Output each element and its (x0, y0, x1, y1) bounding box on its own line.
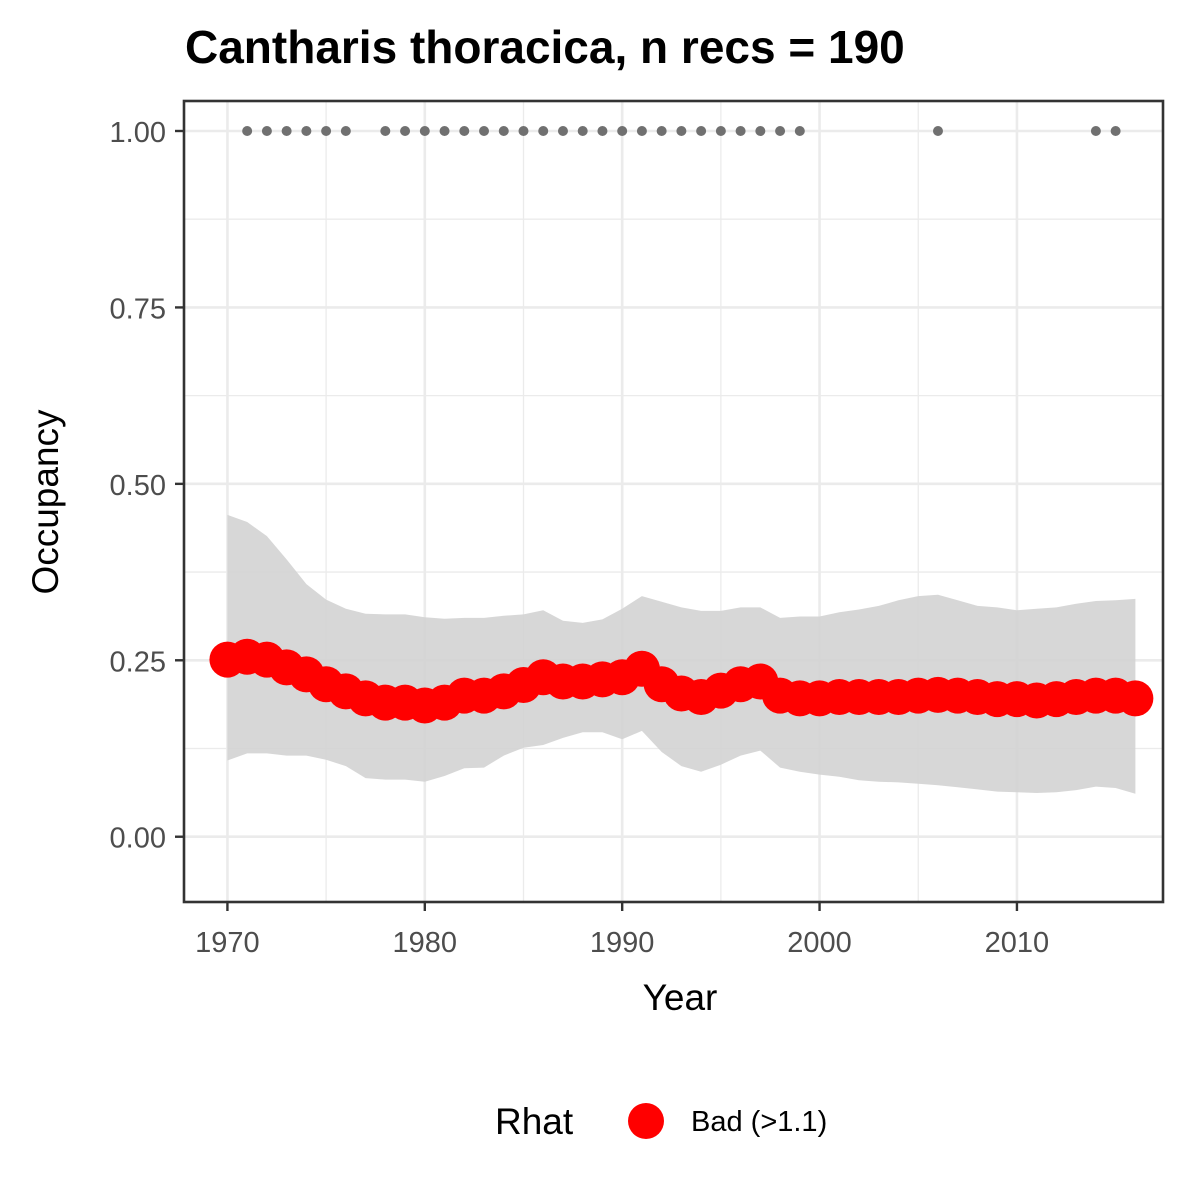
legend-key-bad (628, 1103, 664, 1139)
x-axis-title: Year (643, 977, 718, 1018)
record-point-1992 (656, 125, 667, 136)
record-point-2006 (932, 125, 943, 136)
credible-interval-ribbon (227, 514, 1136, 794)
y-tick-label-1.00: 1.00 (110, 117, 166, 149)
record-point-1986 (538, 125, 549, 136)
record-point-1975 (321, 125, 332, 136)
record-point-1972 (261, 125, 272, 136)
record-point-1991 (636, 125, 647, 136)
legend-title: Rhat (495, 1101, 574, 1142)
record-point-2014 (1090, 125, 1101, 136)
legend: Rhat Bad (>1.1) (495, 1101, 827, 1142)
record-point-1997 (755, 125, 766, 136)
occupancy-point-2016 (1117, 680, 1154, 717)
record-point-1987 (557, 125, 568, 136)
x-tick-label-1970: 1970 (195, 927, 260, 959)
record-point-1978 (380, 125, 391, 136)
record-point-1971 (242, 125, 253, 136)
record-point-1982 (459, 125, 470, 136)
y-tick-label-0.25: 0.25 (110, 646, 166, 678)
record-point-1979 (400, 125, 411, 136)
x-tick-label-1980: 1980 (393, 927, 458, 959)
record-point-1994 (696, 125, 707, 136)
record-point-1990 (617, 125, 628, 136)
chart-title: Cantharis thoracica, n recs = 190 (185, 21, 905, 73)
record-point-1976 (340, 125, 351, 136)
record-point-1983 (479, 125, 490, 136)
plot-panel (182, 99, 1165, 904)
record-point-1980 (419, 125, 430, 136)
record-point-1984 (498, 125, 509, 136)
record-point-1999 (794, 125, 805, 136)
record-point-1988 (577, 125, 588, 136)
y-tick-label-0.75: 0.75 (110, 293, 166, 325)
record-point-1996 (735, 125, 746, 136)
x-tick-label-2000: 2000 (787, 927, 852, 959)
y-tick-label-0.00: 0.00 (110, 823, 166, 855)
record-point-1985 (518, 125, 529, 136)
y-axis-title: Occupancy (25, 409, 66, 595)
x-tick-label-2010: 2010 (985, 927, 1050, 959)
legend-label-bad: Bad (>1.1) (691, 1106, 827, 1138)
panel-border (182, 99, 1165, 904)
record-point-1974 (301, 125, 312, 136)
record-point-1981 (439, 125, 450, 136)
record-point-1973 (281, 125, 292, 136)
x-tick-label-1990: 1990 (590, 927, 655, 959)
y-tick-label-0.50: 0.50 (110, 470, 166, 502)
record-point-2015 (1110, 125, 1121, 136)
record-point-1989 (597, 125, 608, 136)
record-point-1998 (775, 125, 786, 136)
record-point-1993 (676, 125, 687, 136)
record-point-1995 (715, 125, 726, 136)
